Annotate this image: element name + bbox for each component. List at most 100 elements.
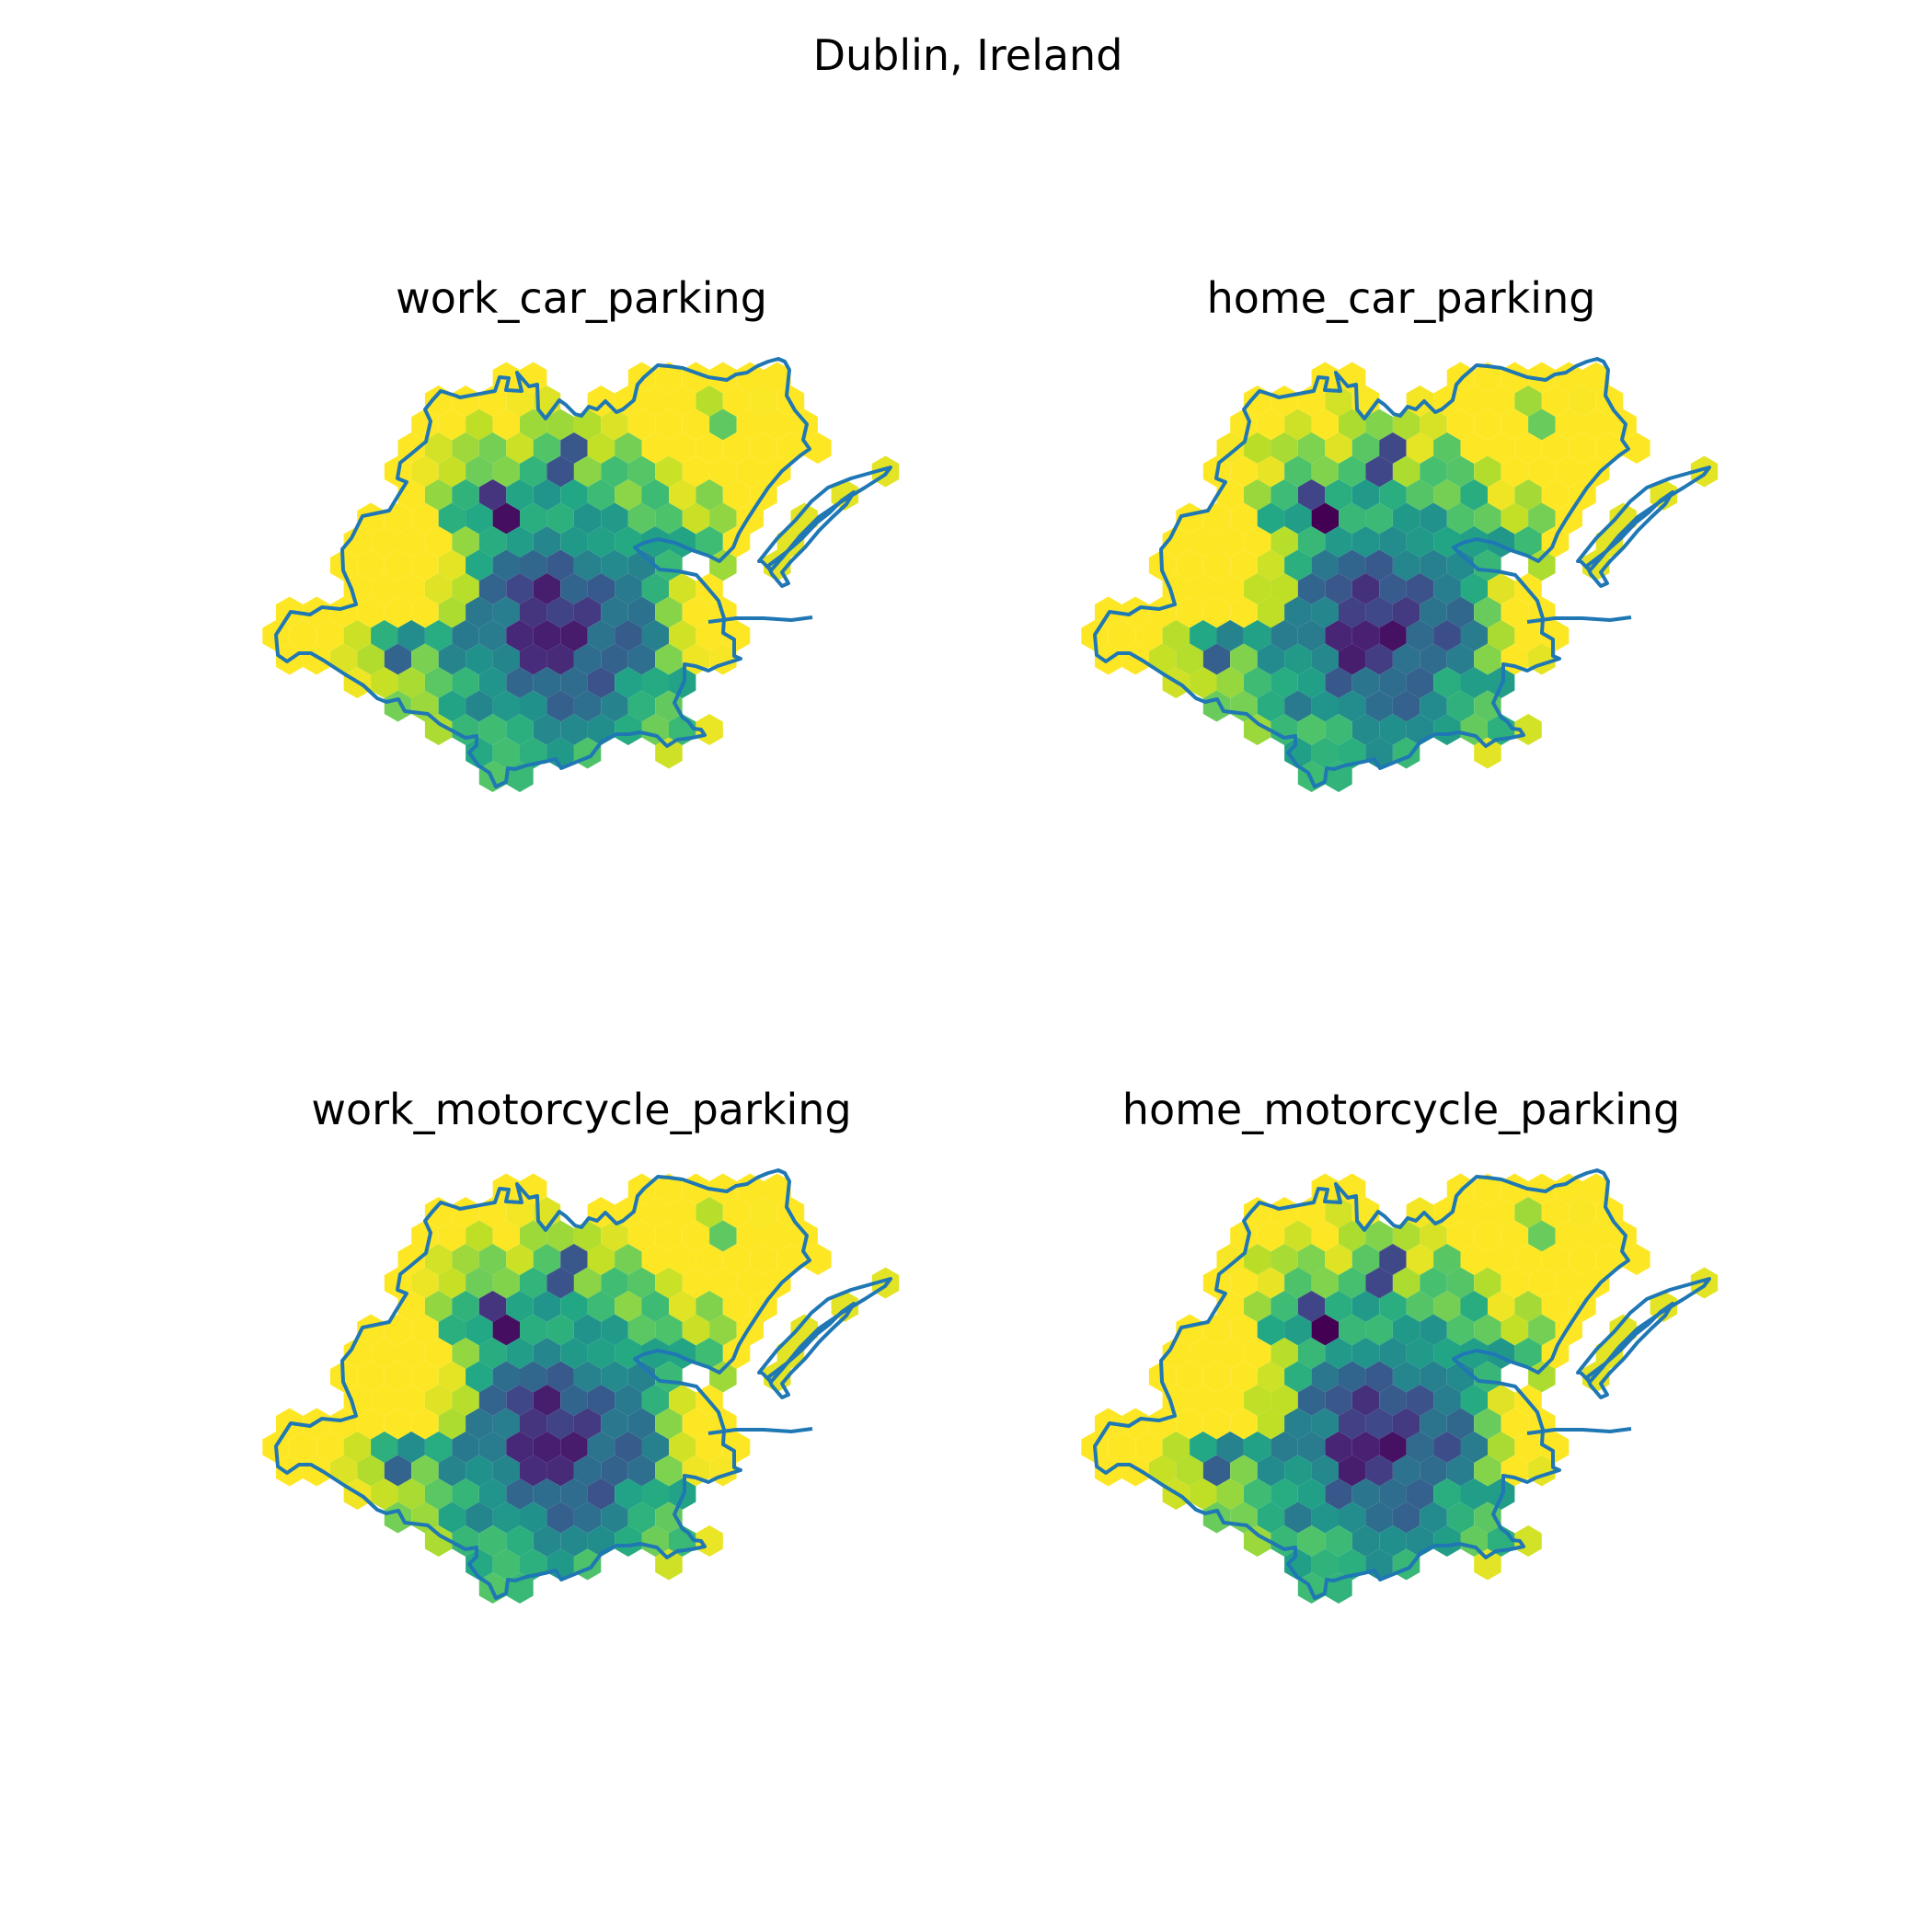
boundary-mainland: [274, 1168, 811, 1600]
hex-cell: [560, 667, 588, 698]
hex-cell: [627, 1267, 656, 1299]
hex-cell: [655, 549, 683, 581]
hex-cell: [1311, 1408, 1339, 1440]
hex-cell: [1420, 1361, 1447, 1393]
hex-cell: [1190, 1385, 1217, 1416]
hex-cell: [1501, 1408, 1529, 1440]
hex-cell: [1420, 1408, 1447, 1440]
hex-cell: [506, 1432, 534, 1463]
hex-cell: [1325, 1525, 1352, 1557]
hex-cell: [1379, 1525, 1407, 1557]
hex-cell: [1271, 1385, 1298, 1416]
hex-cell: [655, 1314, 683, 1346]
hex-cell: [438, 1361, 466, 1393]
hex-cell: [682, 1408, 710, 1440]
hex-cell: [764, 408, 791, 441]
hex-cell: [669, 1385, 696, 1416]
hex-cell: [357, 596, 385, 628]
hex-cell: [506, 1244, 534, 1275]
hex-cell: [587, 1338, 615, 1369]
hex-cell: [452, 1478, 479, 1510]
hex-cell: [682, 1314, 710, 1346]
hex-cell: [1541, 620, 1570, 651]
hex-cell: [384, 596, 412, 628]
hex-cell: [1474, 455, 1501, 488]
hex-cell: [1446, 690, 1475, 722]
hex-cell: [533, 479, 561, 511]
hex-cell: [1406, 1432, 1434, 1463]
hex-cell: [1284, 1501, 1312, 1534]
hex-cell: [1257, 502, 1285, 535]
hex-cell: [655, 596, 683, 628]
hex-cell: [506, 714, 534, 745]
hex-cell: [397, 432, 425, 464]
hex-cell: [1311, 1361, 1339, 1393]
panel-title: home_car_parking: [1207, 273, 1596, 323]
hex-cell: [478, 573, 507, 604]
hex-cell: [492, 1220, 520, 1252]
hex-cell: [669, 479, 696, 511]
hex-cell: [1176, 1408, 1203, 1440]
hex-cell: [615, 1291, 642, 1322]
hex-cell: [1379, 526, 1407, 558]
hex-cell: [601, 1361, 628, 1393]
hex-cell: [411, 549, 439, 581]
hex-cell: [1297, 526, 1326, 558]
hex-cell: [316, 620, 344, 651]
hex-cell: [411, 455, 439, 488]
hex-cell: [384, 1501, 412, 1534]
hex-cell: [1257, 1361, 1285, 1393]
hex-cell: [560, 1244, 588, 1275]
hex-cell: [709, 1267, 737, 1299]
hex-cell: [438, 690, 466, 722]
hex-cell: [615, 714, 642, 745]
hex-cell: [1202, 690, 1231, 722]
hex-cell: [424, 479, 453, 511]
hex-cell: [1379, 1478, 1407, 1510]
hex-cell: [1297, 1478, 1326, 1510]
hex-cell: [1392, 1408, 1420, 1440]
hex-cell: [1351, 714, 1380, 745]
hex-cell: [587, 1244, 615, 1275]
hex-cell: [1514, 1244, 1542, 1275]
hex-cell: [1297, 479, 1326, 511]
hex-cell: [601, 1501, 628, 1534]
hex-cell: [1325, 1478, 1352, 1510]
hex-cell: [466, 502, 493, 535]
dublin-boundary: [1093, 1168, 1711, 1600]
hex-cell: [1365, 643, 1393, 675]
hex-cell: [1433, 432, 1461, 464]
boundary-north-spit: [757, 466, 892, 572]
hex-cell: [1420, 1455, 1447, 1487]
hex-cell: [1365, 1267, 1393, 1299]
hex-cell: [641, 1525, 669, 1557]
hex-cell: [750, 432, 777, 464]
hex-cell: [466, 1267, 493, 1299]
hex-cell: [1501, 502, 1529, 535]
hex-cell: [520, 1361, 547, 1393]
hex-cell: [1379, 1291, 1407, 1322]
hex-cell: [1379, 714, 1407, 745]
hex-cell: [520, 1314, 547, 1346]
hex-cell: [1379, 1244, 1407, 1275]
hex-cell: [587, 432, 615, 464]
hex-cell: [371, 526, 398, 558]
hex-cell: [1460, 714, 1488, 745]
hex-cell: [1176, 1361, 1203, 1393]
hex-cell: [1271, 1244, 1298, 1275]
hex-cell: [1541, 432, 1570, 464]
hex-cell: [722, 1291, 751, 1322]
hex-cell: [655, 643, 683, 675]
hex-cell: [587, 1291, 615, 1322]
hex-cell: [1339, 1220, 1366, 1252]
hex-cell: [397, 573, 425, 604]
hex-cell: [1420, 1220, 1447, 1252]
hex-cell: [533, 1385, 561, 1416]
hex-cell: [438, 596, 466, 628]
hex-cell: [371, 620, 398, 651]
hex-cell: [1406, 573, 1434, 604]
hex-cell: [1446, 502, 1475, 535]
hex-cell: [1257, 1408, 1285, 1440]
hex-cell: [1406, 620, 1434, 651]
hex-cell: [466, 737, 493, 769]
